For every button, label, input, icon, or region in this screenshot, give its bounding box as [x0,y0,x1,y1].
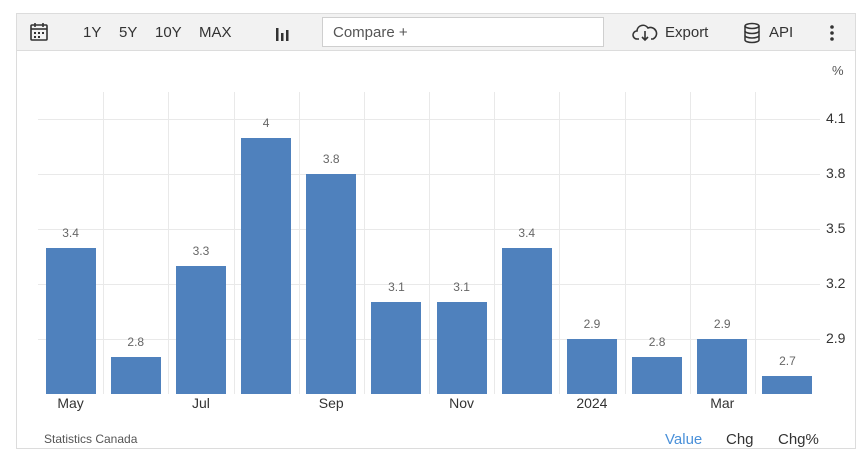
vertical-gridline [298,92,300,394]
x-tick-label: May [57,395,84,411]
bar-value-label: 3.4 [62,225,79,240]
vertical-gridline [363,92,365,394]
chart-toolbar: 1Y 5Y 10Y MAX Export API [16,13,856,51]
plot-area: 3.4 2.8 3.3 4 3.8 3.1 3.1 3.4 2.9 2.8 2.9 2.7 [38,92,820,394]
x-tick-label: Jul [191,395,210,411]
calendar-icon[interactable] [29,22,49,42]
horizontal-gridline [38,119,820,121]
source-label: Statistics Canada [44,432,138,446]
bar[interactable] [566,339,617,394]
bar[interactable] [632,357,683,394]
bar-value-label: 2.9 [583,317,601,332]
range-5y-button[interactable]: 5Y [119,24,138,41]
vertical-gridline [689,92,691,394]
export-button[interactable]: Export [665,24,709,41]
y-tick-label: 3.2 [826,275,846,292]
y-tick-label: 4.1 [826,110,846,127]
y-tick-label: 2.9 [826,330,846,347]
database-icon[interactable] [743,22,761,44]
more-vertical-icon[interactable] [829,23,835,43]
bar[interactable] [697,339,748,394]
horizontal-gridline [38,339,820,341]
x-tick-label: Sep [318,395,344,411]
vertical-gridline [559,92,561,394]
bar[interactable] [762,375,813,394]
bar-value-label: 3.1 [388,280,405,295]
bar-chart-icon[interactable] [273,24,291,42]
y-axis-unit: % [832,63,844,78]
bar-value-label: 2.7 [779,353,796,368]
bar[interactable] [501,247,552,394]
y-tick-label: 3.8 [826,165,846,182]
bar[interactable] [175,265,226,394]
change-percent-mode-button[interactable]: Chg% [778,431,819,448]
bar-value-label: 2.8 [648,335,666,350]
bar-value-label: 2.8 [127,335,145,350]
vertical-gridline [233,92,235,394]
y-tick-label: 3.5 [826,220,846,237]
bar-value-label: 3.4 [518,225,536,240]
vertical-gridline [429,92,430,394]
value-mode-button[interactable]: Value [665,431,703,448]
bar-value-label: 3.1 [453,280,470,295]
bar-value-label: 3.8 [322,152,340,167]
range-max-button[interactable]: MAX [199,24,232,41]
bar[interactable] [306,174,357,394]
cloud-download-icon[interactable] [632,23,658,43]
x-tick-label: Mar [710,395,735,411]
vertical-gridline [103,92,105,394]
horizontal-gridline [38,174,820,176]
vertical-gridline [624,92,626,394]
horizontal-gridline [38,284,820,286]
change-mode-button[interactable]: Chg [726,431,754,448]
vertical-gridline [754,92,756,394]
x-tick-label: Nov [449,395,475,411]
range-10y-button[interactable]: 10Y [155,24,182,41]
bar[interactable] [110,357,161,394]
api-button[interactable]: API [769,24,794,41]
horizontal-gridline [38,229,820,231]
bar-value-label: 4 [262,115,270,130]
bar[interactable] [371,302,422,394]
bar[interactable] [436,302,487,394]
range-1y-button[interactable]: 1Y [83,24,102,41]
bar-value-label: 2.9 [713,317,731,332]
bar-value-label: 3.3 [192,243,210,258]
vertical-gridline [168,92,170,394]
bar[interactable] [241,137,292,394]
x-tick-label: 2024 [576,395,608,411]
bar[interactable] [45,247,96,394]
vertical-gridline [494,92,496,394]
compare-input[interactable] [322,17,604,47]
